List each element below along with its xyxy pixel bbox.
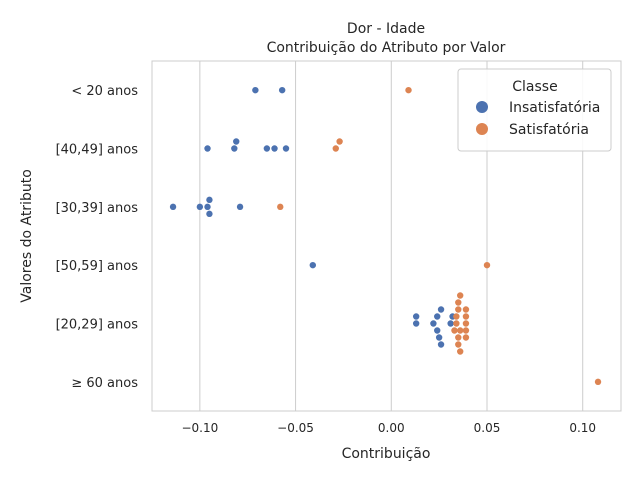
point-insatisfatoria xyxy=(282,145,290,152)
point-insatisfatoria xyxy=(231,145,238,152)
y-tick-label: [30,39] anos xyxy=(56,201,139,216)
y-tick-label: ≥ 60 anos xyxy=(71,376,138,391)
point-satisfatoria xyxy=(455,341,462,348)
point-insatisfatoria xyxy=(430,320,437,327)
legend-marker-satisfatoria xyxy=(476,123,488,135)
point-satisfatoria xyxy=(457,327,464,334)
point-satisfatoria xyxy=(457,348,464,355)
point-satisfatoria xyxy=(462,306,470,313)
point-satisfatoria xyxy=(594,378,602,386)
point-insatisfatoria xyxy=(204,203,211,211)
point-insatisfatoria xyxy=(278,86,286,94)
legend-label-insatisfatoria: Insatisfatória xyxy=(509,100,600,116)
point-insatisfatoria xyxy=(196,203,204,211)
legend-label-satisfatoria: Satisfatória xyxy=(509,122,589,138)
x-tick-labels: −0.10 −0.05 0.00 0.05 0.10 xyxy=(181,421,596,435)
point-insatisfatoria xyxy=(309,261,316,269)
point-satisfatoria xyxy=(277,203,284,211)
x-tick-label: −0.10 xyxy=(181,421,218,435)
point-insatisfatoria xyxy=(206,196,213,204)
point-satisfatoria xyxy=(451,327,458,334)
legend-marker-insatisfatoria xyxy=(476,101,488,113)
point-satisfatoria xyxy=(453,320,460,327)
point-satisfatoria xyxy=(462,334,470,341)
y-tick-label: < 20 anos xyxy=(71,84,138,99)
point-insatisfatoria xyxy=(447,320,454,327)
x-tick-label: −0.05 xyxy=(277,421,314,435)
point-satisfatoria xyxy=(336,138,343,145)
point-satisfatoria xyxy=(457,292,464,299)
point-insatisfatoria xyxy=(437,306,445,313)
point-satisfatoria xyxy=(455,334,462,341)
y-tick-label: [40,49] anos xyxy=(56,143,139,158)
point-satisfatoria xyxy=(462,313,470,320)
point-insatisfatoria xyxy=(434,313,441,320)
point-satisfatoria xyxy=(405,86,412,94)
point-satisfatoria xyxy=(455,306,462,313)
point-insatisfatoria xyxy=(412,313,420,320)
point-satisfatoria xyxy=(483,261,491,269)
point-insatisfatoria xyxy=(236,203,244,211)
legend-title: Classe xyxy=(512,79,557,95)
point-satisfatoria xyxy=(332,145,339,152)
point-insatisfatoria xyxy=(206,210,213,218)
point-insatisfatoria xyxy=(252,86,259,94)
chart-title: Dor - Idade xyxy=(347,21,425,37)
y-tick-label: [20,29] anos xyxy=(56,318,139,333)
point-insatisfatoria xyxy=(435,334,443,341)
chart-subtitle: Contribuição do Atributo por Valor xyxy=(267,40,506,56)
point-insatisfatoria xyxy=(437,341,445,348)
y-tick-labels: < 20 anos [40,49] anos [30,39] anos [50,59]… xyxy=(56,84,139,391)
y-axis-label: Valores do Atributo xyxy=(19,169,35,303)
legend-box xyxy=(457,68,612,152)
point-insatisfatoria xyxy=(412,320,420,327)
legend: Classe Insatisfatória Satisfatória xyxy=(457,68,612,152)
point-insatisfatoria xyxy=(169,203,177,211)
y-tick-label: [50,59] anos xyxy=(56,259,139,274)
x-tick-label: 0.00 xyxy=(378,421,405,435)
point-satisfatoria xyxy=(453,313,460,320)
point-satisfatoria xyxy=(462,320,470,327)
point-satisfatoria xyxy=(462,327,470,334)
x-axis-label: Contribuição xyxy=(342,446,431,462)
point-insatisfatoria xyxy=(233,138,240,145)
data-points xyxy=(169,86,602,386)
x-tick-label: 0.10 xyxy=(569,421,596,435)
x-tick-label: 0.05 xyxy=(474,421,501,435)
point-insatisfatoria xyxy=(271,145,278,152)
point-insatisfatoria xyxy=(263,145,271,152)
point-insatisfatoria xyxy=(434,327,441,334)
point-satisfatoria xyxy=(455,299,462,306)
point-insatisfatoria xyxy=(204,145,211,152)
